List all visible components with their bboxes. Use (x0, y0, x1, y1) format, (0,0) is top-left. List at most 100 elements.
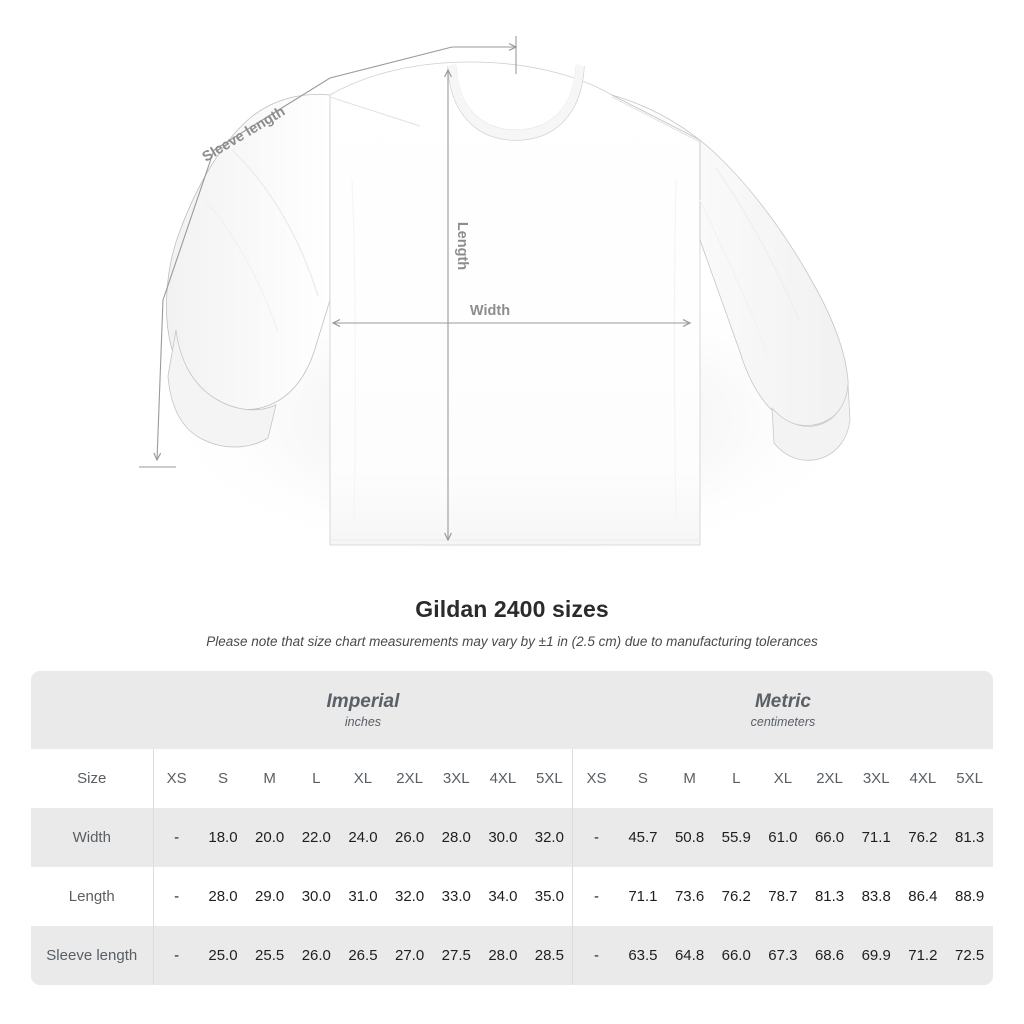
cell-width-imperial-XS: - (152, 808, 200, 867)
size-header-metric-2XL: 2XL (806, 749, 853, 808)
unit-banner-metric: Metric centimeters (572, 671, 993, 749)
cell-length-metric-L: 76.2 (712, 867, 760, 926)
cell-sleeve-length-metric-S: 63.5 (619, 926, 667, 985)
unit-subtitle: inches (344, 715, 382, 730)
fold-line-2 (204, 199, 279, 333)
cell-sleeve-length-metric-3XL: 69.9 (852, 926, 900, 985)
cell-length-imperial-4XL: 34.0 (479, 867, 527, 926)
size-header-metric-3XL: 3XL (852, 749, 900, 808)
cell-sleeve-length-imperial-M: 25.5 (246, 926, 293, 985)
tolerance-note: Please note that size chart measurements… (206, 634, 818, 649)
row-label-sleeve-length: Sleeve length (31, 926, 154, 985)
size-header-metric-4XL: 4XL (899, 749, 947, 808)
fold-line-3 (715, 167, 801, 323)
cell-sleeve-length-imperial-5XL: 28.5 (526, 926, 573, 985)
cell-length-imperial-S: 28.0 (199, 867, 247, 926)
cell-width-metric-5XL: 81.3 (946, 808, 993, 867)
title-block: Gildan 2400 sizes Please note that size … (0, 596, 1024, 649)
size-header-imperial-XS: XS (152, 749, 200, 808)
fold-line-4 (699, 199, 769, 357)
cell-length-metric-3XL: 83.8 (852, 867, 900, 926)
sleeve-length-line-2 (153, 46, 453, 462)
cell-length-imperial-3XL: 33.0 (432, 867, 480, 926)
cell-sleeve-length-imperial-L: 26.0 (292, 926, 340, 985)
cell-sleeve-length-metric-5XL: 72.5 (946, 926, 993, 985)
size-chart-table-container: Imperial inches Metric centimeters Size XS S M L… (31, 671, 993, 985)
collar-rib (448, 64, 584, 140)
cell-width-imperial-M: 20.0 (246, 808, 293, 867)
cell-width-imperial-4XL: 30.0 (479, 808, 527, 867)
cell-sleeve-length-metric-L: 66.0 (712, 926, 760, 985)
size-header-imperial-S: S (199, 749, 247, 808)
cell-width-metric-4XL: 76.2 (899, 808, 947, 867)
cell-length-imperial-5XL: 35.0 (526, 867, 573, 926)
cell-length-metric-XS: - (572, 867, 620, 926)
size-header-metric-M: M (666, 749, 713, 808)
cell-sleeve-length-imperial-XL: 26.5 (339, 926, 387, 985)
cell-sleeve-length-imperial-2XL: 27.0 (386, 926, 433, 985)
cell-sleeve-length-imperial-3XL: 27.5 (432, 926, 480, 985)
cell-width-metric-L: 55.9 (712, 808, 760, 867)
shoulder-seam-left (329, 96, 421, 127)
cell-width-metric-2XL: 66.0 (806, 808, 853, 867)
row-label-size: Size (31, 749, 154, 808)
length-label: Length (454, 222, 470, 270)
size-header-row: Size XS S M L XL 2XL 3XL 4XL 5XL XS S M L XL 2XL 3XL 4XL 5… (31, 749, 993, 808)
size-header-metric-XL: XL (759, 749, 807, 808)
size-header-imperial-XL: XL (339, 749, 387, 808)
cell-length-metric-M: 73.6 (666, 867, 713, 926)
cell-width-imperial-S: 18.0 (199, 808, 247, 867)
cell-sleeve-length-metric-XS: - (572, 926, 620, 985)
body-fold-right (673, 179, 677, 521)
cell-sleeve-length-metric-4XL: 71.2 (899, 926, 947, 985)
size-header-imperial-L: L (292, 749, 340, 808)
cell-length-metric-4XL: 86.4 (899, 867, 947, 926)
cell-sleeve-length-metric-XL: 67.3 (759, 926, 807, 985)
size-header-imperial-3XL: 3XL (432, 749, 480, 808)
cell-length-metric-S: 71.1 (619, 867, 667, 926)
cell-length-imperial-2XL: 32.0 (386, 867, 433, 926)
unit-name: Metric (754, 690, 811, 712)
garment-illustration: Sleeve length Length Width (139, 36, 872, 570)
size-header-imperial-4XL: 4XL (479, 749, 527, 808)
cell-width-metric-S: 45.7 (619, 808, 667, 867)
cell-sleeve-length-imperial-S: 25.0 (199, 926, 247, 985)
cell-width-imperial-L: 22.0 (292, 808, 340, 867)
unit-name: Imperial (326, 690, 400, 712)
cell-sleeve-length-metric-M: 64.8 (666, 926, 713, 985)
size-header-metric-XS: XS (572, 749, 620, 808)
left-cuff (167, 329, 277, 448)
cell-length-metric-XL: 78.7 (759, 867, 807, 926)
cell-width-metric-XL: 61.0 (759, 808, 807, 867)
cell-width-metric-M: 50.8 (666, 808, 713, 867)
tshirt-shape (166, 61, 851, 546)
unit-subtitle: centimeters (750, 715, 816, 730)
size-header-metric-L: L (712, 749, 760, 808)
table-row: Length -28.0 29.0 30.0 31.0 32.0 33.0 34.0 35.0-… (31, 867, 993, 926)
cell-length-metric-5XL: 88.9 (946, 867, 993, 926)
cell-sleeve-length-imperial-XS: - (152, 926, 200, 985)
row-label-length: Length (31, 867, 154, 926)
right-cuff (771, 383, 851, 461)
size-header-metric-5XL: 5XL (946, 749, 993, 808)
page-title: Gildan 2400 sizes (415, 596, 609, 622)
cell-length-imperial-XS: - (152, 867, 200, 926)
fold-line-1 (231, 149, 319, 297)
unit-banner-spacer (31, 671, 153, 749)
cell-sleeve-length-metric-2XL: 68.6 (806, 926, 853, 985)
cell-width-imperial-3XL: 28.0 (432, 808, 480, 867)
size-header-metric-S: S (619, 749, 667, 808)
cell-length-imperial-L: 30.0 (292, 867, 340, 926)
table-row: Sleeve length -25.0 25.5 26.0 26.5 27.0 27.5 28… (31, 926, 993, 985)
size-header-imperial-M: M (246, 749, 293, 808)
cell-width-imperial-XL: 24.0 (339, 808, 387, 867)
shirt-body (329, 61, 701, 546)
size-chart-table: Imperial inches Metric centimeters Size XS S M L… (31, 671, 993, 985)
cell-length-metric-2XL: 81.3 (806, 867, 853, 926)
unit-banner-imperial: Imperial inches (153, 671, 573, 749)
cell-length-imperial-XL: 31.0 (339, 867, 387, 926)
cell-length-imperial-M: 29.0 (246, 867, 293, 926)
body-fold-left (351, 179, 356, 521)
unit-banner-row: Imperial inches Metric centimeters (31, 671, 993, 749)
cell-width-imperial-5XL: 32.0 (526, 808, 573, 867)
